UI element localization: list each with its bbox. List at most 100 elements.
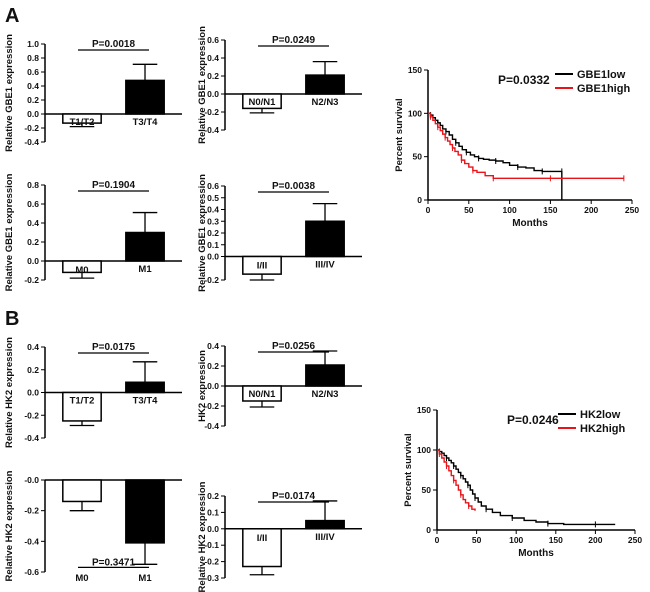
legend-label: HK2low bbox=[580, 409, 621, 421]
x-tick-label: 100 bbox=[503, 205, 517, 215]
y-tick-label: 0.2 bbox=[207, 491, 219, 501]
y-tick-label: 0.2 bbox=[207, 361, 219, 371]
x-tick-label: 100 bbox=[509, 535, 523, 545]
y-tick-label: 50 bbox=[413, 152, 423, 162]
chart-a-n: -0.4 -0.2 0.0 0.2 0.4 0.6 N0/N1 N2/N3 P=0.0249 Re… bbox=[197, 26, 362, 144]
y-tick-label: -0.4 bbox=[24, 137, 39, 147]
category-label: T3/T4 bbox=[133, 117, 159, 128]
y-axis-title: Relative GBE1 expression bbox=[4, 173, 15, 291]
y-tick-label: 0 bbox=[426, 525, 431, 535]
p-value-label: P=0.1904 bbox=[92, 180, 136, 191]
legend-label: HK2high bbox=[580, 423, 626, 435]
y-tick-label: 0.0 bbox=[27, 256, 39, 266]
y-tick-label: -0.2 bbox=[24, 123, 39, 133]
y-tick-label: 0.4 bbox=[207, 205, 219, 215]
y-tick-label: 0.2 bbox=[27, 95, 39, 105]
y-tick-label: 0.3 bbox=[207, 216, 219, 226]
chart-a-s: -0.2 0.0 0.1 0.2 0.30.4 0.5 0.6 I/II III/IV P=0.0… bbox=[197, 174, 362, 292]
y-tick-label: 0.2 bbox=[27, 237, 39, 247]
y-tick-label: 0 bbox=[417, 195, 422, 205]
p-value-label: P=0.3471 bbox=[92, 557, 136, 568]
y-tick-label: -0.2 bbox=[204, 275, 219, 285]
p-value-label: P=0.0175 bbox=[92, 342, 136, 353]
y-tick-label: -0.6 bbox=[24, 567, 39, 577]
bar-t1-t2 bbox=[62, 391, 102, 422]
bar-n2-n3 bbox=[305, 74, 345, 95]
y-tick-label: 0.4 bbox=[27, 218, 39, 228]
x-tick-label: 0 bbox=[435, 535, 440, 545]
y-tick-label: -0.2 bbox=[24, 506, 39, 516]
x-tick-label: 150 bbox=[543, 205, 557, 215]
y-tick-label: 0.6 bbox=[27, 199, 39, 209]
category-label: M1 bbox=[138, 264, 152, 275]
legend-label: GBE1high bbox=[577, 83, 630, 95]
chart-b-s: -0.3 -0.2 -0.1 0.0 0.1 0.2 I/II III/IV P=0.0174 R… bbox=[197, 481, 362, 592]
y-tick-label: -0.2 bbox=[204, 557, 219, 567]
y-tick-label: 1.0 bbox=[27, 39, 39, 49]
y-tick-label: 0.4 bbox=[207, 341, 219, 351]
y-tick-label: 0.4 bbox=[27, 342, 39, 352]
y-tick-label: -0.4 bbox=[24, 433, 39, 443]
category-label: M0 bbox=[75, 573, 88, 584]
y-tick-label: -0.2 bbox=[24, 410, 39, 420]
y-axis-title: Percent survival bbox=[403, 433, 414, 506]
p-value-label: P=0.0174 bbox=[272, 491, 316, 502]
y-tick-label: 0.0 bbox=[207, 524, 219, 534]
chart-a-t: -0.4 -0.2 0.0 0.2 0.4 0.6 0.8 1.0 T1/T2 T3/T4 P=0.… bbox=[4, 34, 182, 152]
y-tick-label: 0.8 bbox=[27, 53, 39, 63]
y-tick-label: -0.4 bbox=[204, 421, 219, 431]
chart-b-km: 0 50 100 150 0 50 100 150 200 250 Months Percent su… bbox=[403, 405, 642, 559]
y-tick-label: -0.3 bbox=[204, 573, 219, 583]
category-label: T1/T2 bbox=[70, 396, 95, 407]
category-label: I/II bbox=[257, 261, 268, 272]
y-axis-title: Relative HK2 expression bbox=[197, 481, 208, 592]
x-tick-label: 250 bbox=[628, 535, 642, 545]
chart-b-n: -0.4 -0.2 0.0 0.2 0.4 N0/N1 N2/N3 P=0.0256 HK2 e… bbox=[197, 341, 362, 431]
y-axis-title: Relative HK2 expression bbox=[4, 470, 15, 581]
category-label: T1/T2 bbox=[70, 117, 95, 128]
plots-layer: -0.4 -0.2 0.0 0.2 0.4 0.6 0.8 1.0 T1/T2 T3/T4 P=0.… bbox=[4, 26, 642, 592]
x-axis-title: Months bbox=[512, 218, 548, 229]
y-tick-label: -0.4 bbox=[24, 536, 39, 546]
bar-iii-iv bbox=[305, 519, 345, 530]
bar-t3-t4 bbox=[125, 381, 165, 394]
p-value-label: P=0.0249 bbox=[272, 35, 316, 46]
y-tick-label: 0.0 bbox=[207, 89, 219, 99]
category-label: M1 bbox=[138, 573, 152, 584]
category-label: N0/N1 bbox=[249, 97, 277, 108]
y-tick-label: -0.1 bbox=[204, 540, 219, 550]
chart-a-km: 0 50 100 150 0 50 100 150 200 250 Months Percent su… bbox=[394, 65, 639, 229]
survival-curve-gbe1low bbox=[428, 112, 563, 200]
p-value-label: P=0.0018 bbox=[92, 39, 136, 50]
category-label: M0 bbox=[75, 265, 88, 276]
y-tick-label: 0.1 bbox=[207, 240, 219, 250]
y-tick-label: 0.4 bbox=[207, 53, 219, 63]
y-axis-title: Percent survival bbox=[394, 98, 405, 171]
y-tick-label: 0.0 bbox=[207, 381, 219, 391]
y-axis-title: Relative GBE1 expression bbox=[197, 26, 208, 144]
y-axis-title: HK2 expression bbox=[197, 350, 208, 422]
category-label: T3/T4 bbox=[133, 396, 159, 407]
x-tick-label: 50 bbox=[472, 535, 482, 545]
p-value-label: P=0.0332 bbox=[498, 73, 550, 87]
y-tick-label: 0.6 bbox=[207, 181, 219, 191]
panel-label-b: B bbox=[5, 308, 19, 330]
y-tick-label: 0.6 bbox=[207, 35, 219, 45]
y-axis-title: Relative GBE1 expression bbox=[197, 174, 208, 292]
y-tick-label: -0.2 bbox=[24, 275, 39, 285]
y-tick-label: 0.2 bbox=[27, 365, 39, 375]
category-label: N0/N1 bbox=[249, 389, 277, 400]
x-tick-label: 200 bbox=[588, 535, 602, 545]
p-value-label: P=0.0246 bbox=[507, 413, 559, 427]
panel-label-a: A bbox=[5, 5, 19, 27]
x-axis-title: Months bbox=[518, 548, 554, 559]
p-value-label: P=0.0038 bbox=[272, 181, 316, 192]
chart-b-t: -0.4 -0.2 0.0 0.2 0.4 T1/T2 T3/T4 P=0.0175 Relat… bbox=[4, 337, 182, 448]
legend-label: GBE1low bbox=[577, 69, 626, 81]
y-tick-label: 0.2 bbox=[207, 71, 219, 81]
bar-m1 bbox=[125, 231, 165, 262]
x-tick-label: 150 bbox=[549, 535, 563, 545]
survival-curve-hk2low bbox=[437, 449, 616, 526]
y-tick-label: 0.8 bbox=[27, 180, 39, 190]
